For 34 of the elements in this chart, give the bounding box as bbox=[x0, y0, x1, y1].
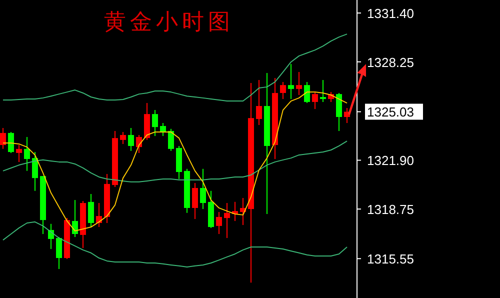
y-tick-label: 1331.40 bbox=[367, 6, 414, 22]
candlestick bbox=[296, 72, 302, 96]
line-series bbox=[2, 34, 348, 102]
candlestick bbox=[128, 128, 134, 152]
candlestick bbox=[200, 168, 206, 210]
y-tick-label: 1325.03 bbox=[367, 104, 414, 120]
y-tick-label: 1321.90 bbox=[367, 153, 414, 168]
y-tick-label: 1318.75 bbox=[367, 202, 414, 218]
candlestick bbox=[256, 79, 262, 126]
line-series bbox=[2, 221, 348, 268]
candlestick bbox=[168, 128, 174, 152]
candlestick bbox=[304, 81, 310, 104]
candlestick bbox=[24, 136, 30, 172]
candlestick bbox=[288, 64, 294, 100]
candlestick bbox=[56, 236, 62, 270]
line-series bbox=[2, 140, 348, 182]
candlestick bbox=[192, 182, 198, 220]
candlestick bbox=[8, 132, 14, 154]
candlestick bbox=[0, 128, 6, 150]
candlestick bbox=[280, 81, 286, 100]
candlestick bbox=[88, 194, 94, 228]
text: 黄金小时图 bbox=[104, 9, 234, 37]
candlestick bbox=[320, 79, 326, 102]
candlestick bbox=[152, 110, 158, 137]
candlestick bbox=[120, 132, 126, 144]
candlestick bbox=[312, 92, 318, 110]
candlestick bbox=[336, 92, 342, 132]
y-tick-label: 1328.25 bbox=[367, 54, 414, 70]
y-tick-label: 1315.55 bbox=[367, 252, 414, 267]
candlestick bbox=[224, 202, 230, 239]
candlestick bbox=[160, 122, 166, 137]
candlestick bbox=[32, 152, 38, 192]
candlestick bbox=[16, 144, 22, 162]
candlestick bbox=[216, 211, 222, 234]
